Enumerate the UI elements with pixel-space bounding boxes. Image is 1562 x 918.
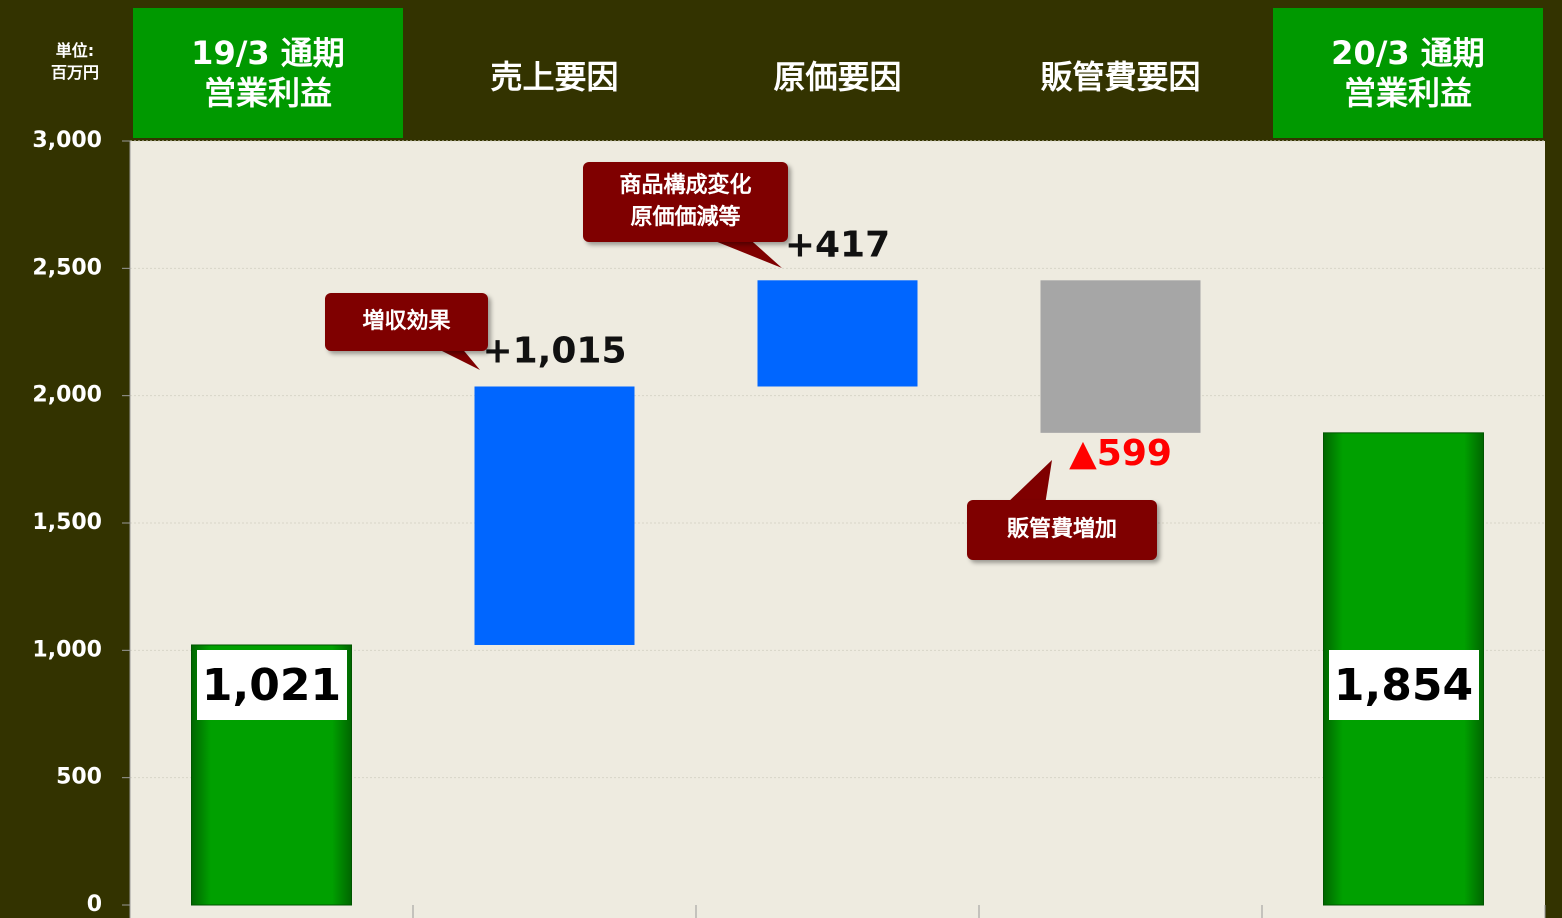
plot-area <box>130 141 1545 918</box>
y-tick-label: 500 <box>56 765 102 790</box>
annotation: 増収効果 <box>325 293 488 351</box>
category-header: 販管費要因 <box>1040 58 1201 96</box>
y-tick-label: 2,500 <box>32 255 102 280</box>
category-header: 19/3 通期 営業利益 <box>133 8 403 138</box>
callout-pointer <box>1005 460 1052 505</box>
category-header: 売上要因 <box>490 58 619 96</box>
y-tick-label: 1,000 <box>32 637 102 662</box>
value-label: 1,854 <box>1328 650 1479 720</box>
y-tick-label: 1,500 <box>32 510 102 535</box>
bar <box>1040 280 1201 433</box>
bar <box>757 280 918 387</box>
value-label: +417 <box>785 224 890 265</box>
category-header: 20/3 通期 営業利益 <box>1273 8 1543 138</box>
y-tick-label: 0 <box>87 892 102 917</box>
annotation: 販管費増加 <box>967 500 1157 560</box>
unit-label: 単位: 百万円 <box>50 41 99 82</box>
callout-pointer <box>700 235 782 268</box>
bar <box>474 386 635 645</box>
annotation: 商品構成変化 原価価減等 <box>583 162 788 242</box>
y-tick-label: 3,000 <box>32 128 102 153</box>
value-label: +1,015 <box>482 330 626 371</box>
value-label: 1,021 <box>196 650 347 720</box>
category-header: 原価要因 <box>773 58 902 96</box>
value-label: ▲599 <box>1069 433 1172 474</box>
y-tick-label: 2,000 <box>32 383 102 408</box>
